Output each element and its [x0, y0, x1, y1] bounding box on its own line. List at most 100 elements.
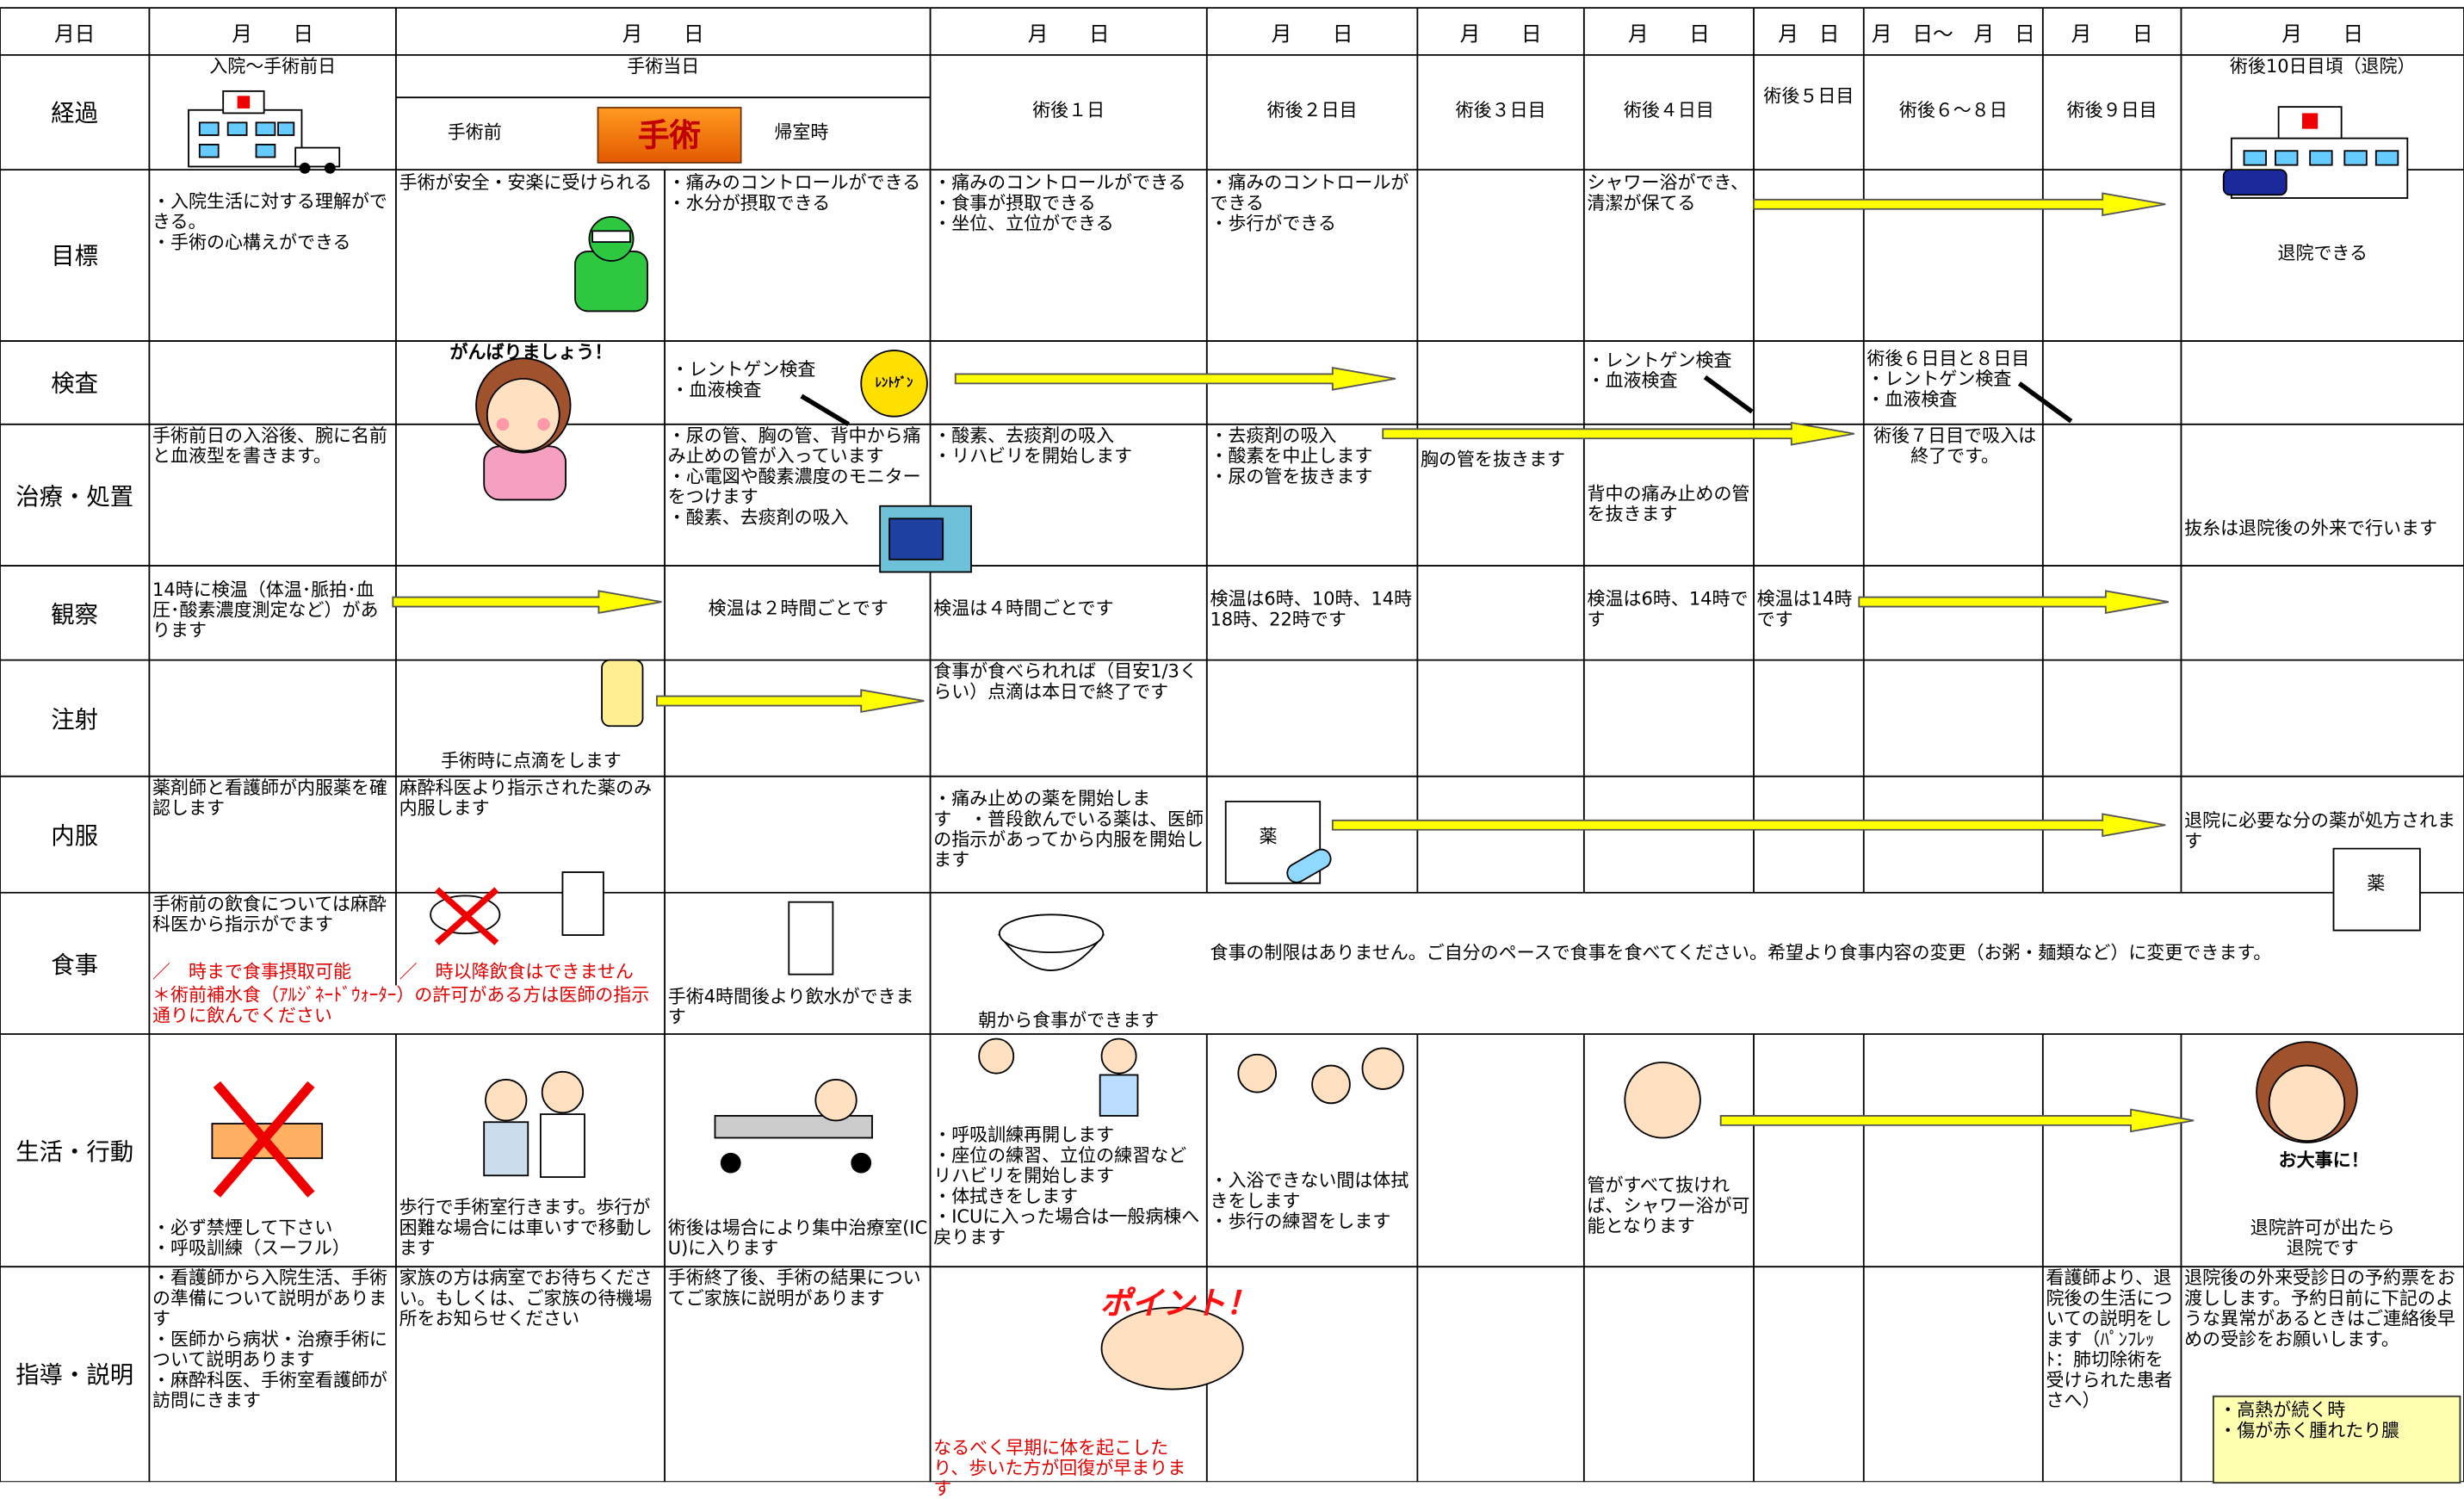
- cell-text: 胸の管を抜きます: [1421, 448, 1565, 470]
- cell-text: 手術が安全・安楽に受けられる: [399, 170, 653, 194]
- cell-text: ・看護師から入院生活、手術の準備について説明があります ・医師から病状・治療手術…: [152, 1267, 387, 1412]
- drip-icon: [601, 659, 644, 728]
- arrow: [1858, 590, 2170, 614]
- cell-text: 麻酔科医より指示された薬のみ内服します: [399, 776, 653, 819]
- cell-text: ／ 時以降飲食はできません: [399, 960, 634, 982]
- nurse-icon: [475, 357, 572, 501]
- medicine-icon: [1224, 800, 2421, 932]
- cell-text: 術後６～８日: [1898, 98, 2008, 121]
- cell-text: 退院許可が出たら 退院です: [2250, 1216, 2395, 1260]
- cell-text: 術後３日目: [1455, 98, 1546, 121]
- cell-text: ・痛みのコントロールができる ・食事が摂取できる ・坐位、立位ができる: [933, 170, 1186, 234]
- cell-text: 退院に必要な分の薬が処方されます: [2184, 809, 2455, 852]
- cell-text: ・呼吸訓練再開します ・座位の練習、立位の練習などリハビリを開始します ・体拭き…: [933, 1124, 1200, 1248]
- cell-text: 検温は14時です: [1756, 587, 1853, 630]
- cell-text: 食事が食べられれば（目安1/3くらい）点滴は本日で終了です: [933, 660, 1198, 703]
- row-label: 検査: [51, 369, 99, 398]
- cell-text: ・必ず禁煙して下さい ・呼吸訓練（スーフル）: [152, 1216, 350, 1260]
- row-label: 経過: [51, 98, 99, 127]
- cell-text: 手術: [597, 107, 742, 164]
- date-cell: 月 日: [1271, 22, 1353, 46]
- monitor-icon: [879, 505, 972, 573]
- cell-text: ポイント！: [1099, 1284, 1258, 1322]
- cell-text: ／ 時まで食事摂取可能: [152, 960, 351, 982]
- cell-text: がんばりましょう！: [449, 341, 613, 363]
- date-cell: 月 日～ 月 日: [1871, 22, 2035, 46]
- cell-text: ＊術前補水食（ｱﾙｼﾞﾈｰﾄﾞｳｫｰﾀｰ）の許可がある方は医師の指示通りに飲んで…: [152, 983, 650, 1026]
- arrow: [392, 590, 662, 614]
- cell-text: ・痛み止めの薬を開始します ・普段飲んでいる薬は、医師の指示があってから内服を開…: [933, 787, 1204, 871]
- cell-text: 退院できる: [2277, 242, 2368, 264]
- cell-text: なるべく早期に体を起こしたり、歩いた方が回復が早まります: [933, 1436, 1186, 1499]
- cell-text: ・入院生活に対する理解ができる。 ・手術の心構えができる: [152, 189, 387, 253]
- people-icons: [483, 1038, 2358, 1391]
- date-cell: 月 日: [622, 22, 704, 46]
- cell-text: 術後は場合により集中治療室(ICU)に入ります: [667, 1216, 928, 1260]
- surgeon-icon: [574, 215, 648, 313]
- cell-text: ・高熱が続く時 ・傷が赤く腫れたり膿: [2212, 1395, 2461, 1484]
- cell-text: 手術当日: [627, 54, 700, 77]
- row-label: 目標: [51, 242, 99, 270]
- cell-text: お大事に！: [2278, 1149, 2369, 1171]
- cell-text: 薬剤師と看護師が内服薬を確認します: [152, 776, 387, 819]
- row-label: 内服: [51, 821, 99, 850]
- cell-text: 検温は４時間ごとです: [933, 597, 1114, 620]
- date-cell: 月 日: [2281, 22, 2364, 46]
- cell-text: 手術前日の入浴後、腕に名前と血液型を書きます。: [152, 424, 387, 468]
- date-cell: 月 日: [2071, 22, 2153, 46]
- cell-text: 検温は6時、10時、14時18時、22時です: [1210, 587, 1413, 630]
- arrow: [1382, 421, 1854, 446]
- cell-text: 手術前の飲食については麻酔科医から指示がでます: [152, 892, 387, 936]
- cell-text: 術後４日目: [1623, 98, 1714, 121]
- cell-text: 術後９日目: [2066, 98, 2158, 121]
- cell-text: 術後６日目と８日目 ・レントゲン検査 ・血液検査: [1867, 347, 2030, 411]
- cell-text: 検温は２時間ごとです: [708, 597, 888, 620]
- cell-text: 薬: [1259, 825, 1278, 847]
- row-label: 注射: [51, 704, 99, 734]
- cell-text: 入院～手術前日: [209, 54, 337, 77]
- cell-text: ・痛みのコントロールができる ・水分が摂取できる: [667, 170, 921, 214]
- cell-text: 帰室時: [774, 121, 829, 144]
- cell-text: 抜糸は退院後の外来で行います: [2184, 517, 2437, 540]
- date-cell: 月 日: [1778, 22, 1840, 46]
- cell-text: 薬: [2367, 872, 2386, 895]
- cell-text: ・酸素、去痰剤の吸入 ・リハビリを開始します: [933, 424, 1133, 468]
- cell-text: シャワー浴ができ、清潔が保てる: [1587, 170, 1749, 214]
- xray-icon: [860, 350, 928, 418]
- row-label: 指導・説明: [15, 1360, 134, 1390]
- cell-text: ・レントゲン検査 ・血液検査: [1587, 349, 1732, 392]
- cell-text: 管がすべて抜ければ、シャワー浴が可能となります: [1587, 1174, 1750, 1237]
- cell-text: 術後１日: [1032, 98, 1105, 121]
- row-label: 治療・処置: [15, 481, 134, 511]
- cell-text: 朝から食事ができます: [978, 1008, 1160, 1031]
- arrow: [1753, 192, 2166, 217]
- cell-text: 術後５日目: [1763, 84, 1854, 108]
- date-cell: 月 日: [1459, 22, 1542, 46]
- row-label: 観察: [51, 599, 99, 629]
- row-label: 生活・行動: [15, 1137, 134, 1166]
- cell-text: 看護師より、退院後の生活についての説明をします（ﾊﾟﾝﾌﾚｯﾄ：肺切除術を受けら…: [2046, 1267, 2173, 1412]
- cell-text: 手術時に点滴をします: [440, 749, 622, 772]
- cell-text: 14時に検温（体温･脈拍･血圧･酸素濃度測定など）があります: [152, 578, 379, 641]
- cell-text: 術後２日目: [1266, 98, 1358, 121]
- syringe-icon: [800, 375, 2073, 427]
- cell-text: 検温は6時、14時です: [1587, 587, 1749, 630]
- cell-text: 家族の方は病室でお待ちください。もしくは、ご家族の待機場所をお知らせください: [399, 1267, 653, 1330]
- cell-text: ・尿の管、胸の管、背中から痛み止めの管が入っています ・心電図や酸素濃度のモニタ…: [667, 424, 921, 529]
- cell-text: 歩行で手術室行きます。歩行が困難な場合には車いすで移動します: [399, 1196, 653, 1260]
- cell-text: 手術4時間後より飲水ができます: [667, 985, 914, 1028]
- hospital-icon: [2222, 106, 2409, 199]
- hospital-icon: [188, 90, 341, 174]
- cell-text: 術後７日目で吸入は終了です。: [1873, 424, 2037, 468]
- arrow: [954, 367, 1396, 391]
- meal-icons: [430, 871, 1105, 976]
- date-cell: 月 日: [232, 22, 314, 46]
- arrow: [656, 689, 925, 713]
- cell-text: 食事の制限はありません。ご自分のペースで食事を食べてください。希望より食事内容の…: [1210, 941, 2272, 963]
- no-smoking-icon: [211, 1081, 324, 1198]
- cell-text: ﾚﾝﾄｹﾞﾝ: [875, 375, 913, 390]
- cell-text: 手術終了後、手術の結果についてご家族に説明があります: [667, 1267, 921, 1310]
